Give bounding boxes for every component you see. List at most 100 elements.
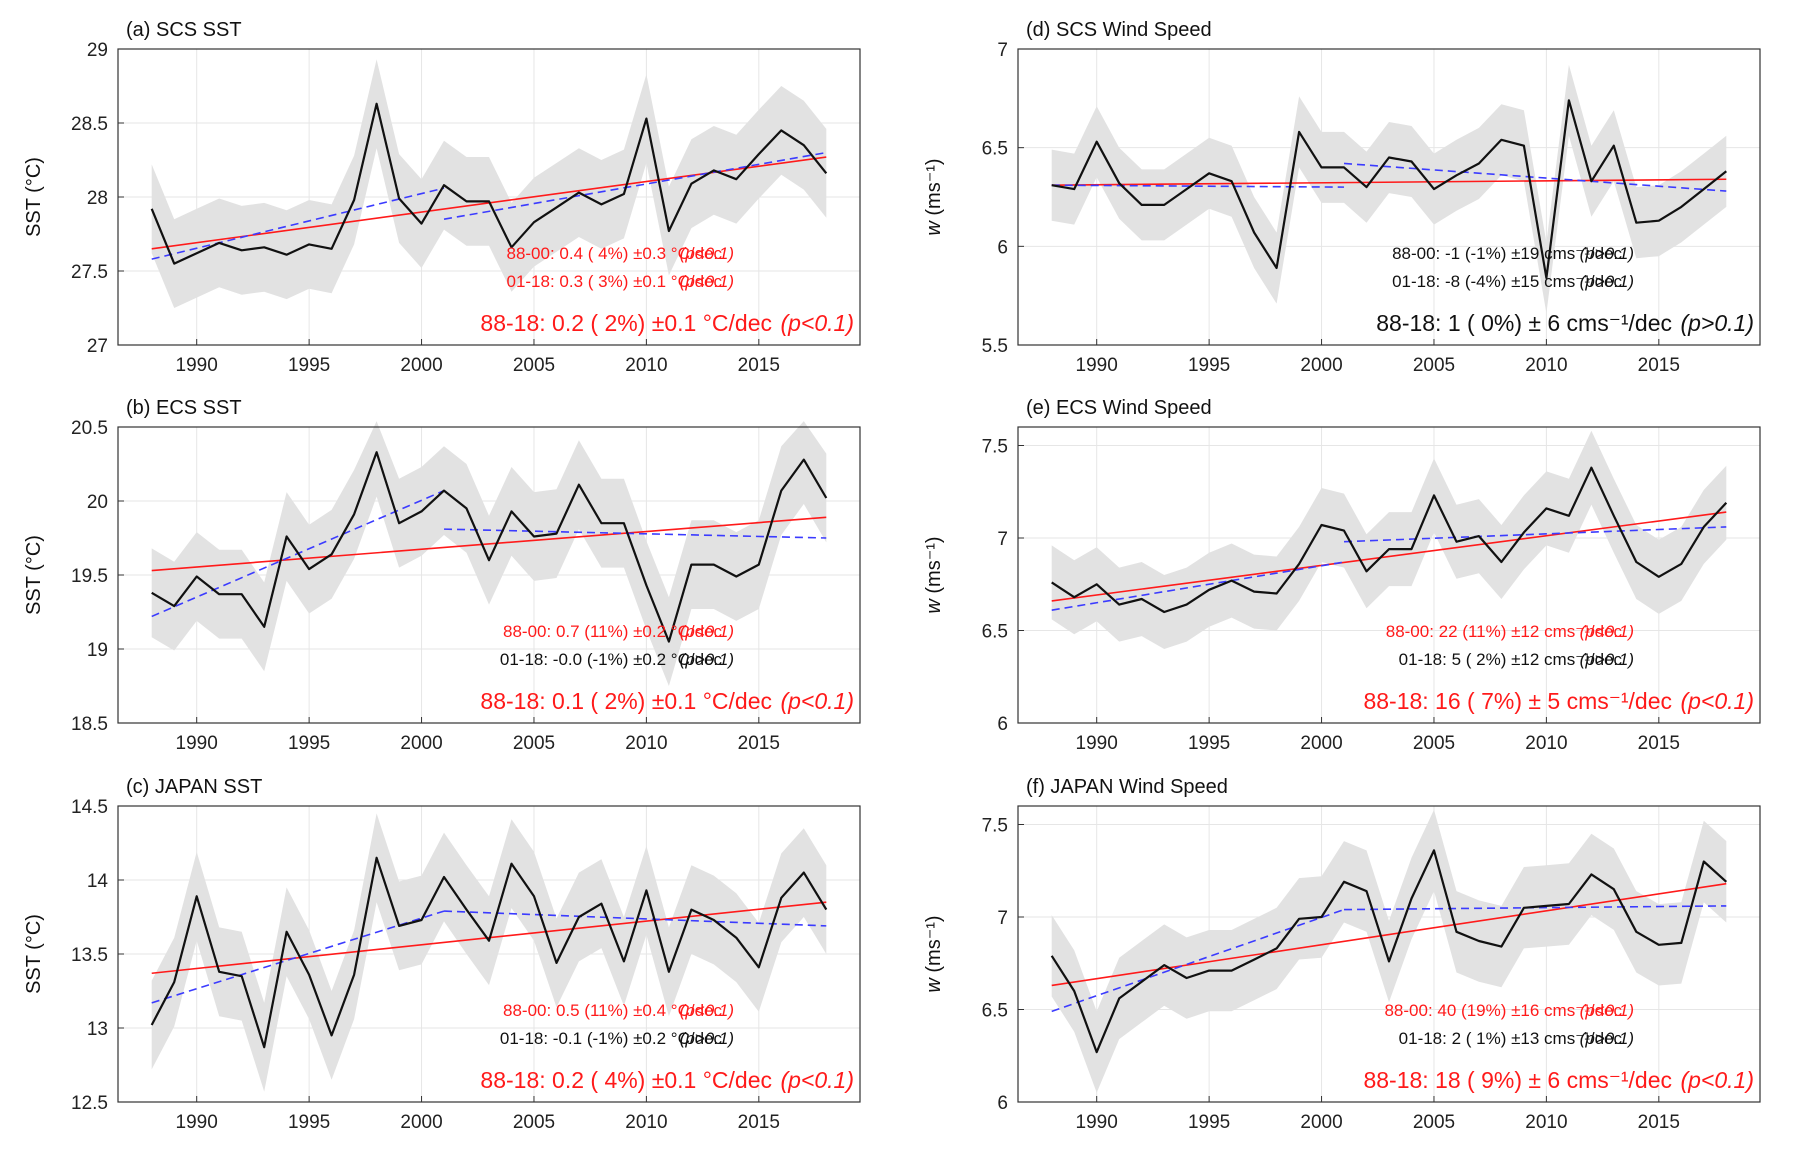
trend-annotation-pvalue: (p<0.1) bbox=[680, 272, 734, 291]
y-tick-label: 28 bbox=[87, 188, 108, 209]
y-axis-label-symbol: SST (°C) bbox=[23, 914, 45, 994]
y-axis-label: SST (°C) bbox=[23, 535, 45, 615]
trend-annotation-pvalue: (p<0.1) bbox=[780, 310, 854, 336]
x-tick-label: 2010 bbox=[625, 1112, 667, 1133]
x-tick-label: 1995 bbox=[288, 1112, 330, 1133]
x-tick-label: 2000 bbox=[400, 1112, 442, 1133]
trend-annotation-value: 01-18: -0.1 (-1%) ±0.2 °C/dec bbox=[500, 1029, 723, 1048]
y-tick-label: 7 bbox=[997, 40, 1008, 61]
panel-title: (a) SCS SST bbox=[126, 19, 242, 41]
y-tick-label: 14.5 bbox=[71, 797, 108, 818]
y-tick-label: 5.5 bbox=[982, 336, 1008, 357]
y-tick-label: 13 bbox=[87, 1019, 108, 1040]
trend-annotation-pvalue: (p<0.1) bbox=[1580, 622, 1634, 641]
y-axis-label-unit: (ms⁻¹) bbox=[923, 915, 945, 978]
y-tick-label: 6 bbox=[997, 714, 1008, 735]
y-axis-label-symbol: SST (°C) bbox=[23, 157, 45, 237]
uncertainty-band bbox=[1051, 64, 1727, 314]
trend-line-1988-2018 bbox=[1051, 511, 1727, 602]
y-tick-label: 6 bbox=[997, 237, 1008, 258]
uncertainty-band bbox=[1051, 809, 1727, 1093]
chart-panel-1: 1990 1995 2000 2005 2010 2015 18.5 19 19.5 20 20.5… bbox=[23, 397, 861, 754]
trend-line-2001-2018 bbox=[444, 528, 827, 539]
trend-annotation-pvalue: (p<0.1) bbox=[1580, 1001, 1634, 1020]
trend-annotation-value: 01-18: 5 ( 2%) ±12 cms⁻¹/dec bbox=[1399, 650, 1623, 669]
trend-annotation-value: 88-18: 0.2 ( 2%) ±0.1 °C/dec bbox=[480, 310, 772, 336]
x-tick-label: 2010 bbox=[1525, 733, 1567, 754]
x-tick-label: 1990 bbox=[176, 733, 218, 754]
chart-panel-2: 1990 1995 2000 2005 2010 2015 12.5 13 13.5 14 14.5… bbox=[23, 776, 861, 1133]
x-tick-label: 1995 bbox=[1188, 1112, 1230, 1133]
panel-title: (d) SCS Wind Speed bbox=[1026, 19, 1212, 41]
x-tick-label: 2000 bbox=[1300, 355, 1342, 376]
annual-series-line bbox=[151, 451, 828, 643]
x-tick-label: 2000 bbox=[1300, 733, 1342, 754]
x-tick-label: 1990 bbox=[176, 1112, 218, 1133]
trend-annotation-value: 88-00: 0.5 (11%) ±0.4 °C/dec bbox=[503, 1001, 722, 1020]
x-tick-label: 1990 bbox=[176, 355, 218, 376]
x-tick-label: 2000 bbox=[400, 355, 442, 376]
x-tick-label: 2000 bbox=[1300, 1112, 1342, 1133]
uncertainty-band bbox=[151, 421, 827, 686]
y-tick-label: 7.5 bbox=[982, 437, 1008, 458]
annual-series-line bbox=[150, 102, 828, 265]
trend-annotation-value: 88-00: 0.7 (11%) ±0.2 °C/dec bbox=[503, 622, 722, 641]
x-tick-label: 1995 bbox=[288, 355, 330, 376]
panel-title: (b) ECS SST bbox=[126, 397, 242, 419]
panel-title: (c) JAPAN SST bbox=[126, 776, 262, 798]
y-axis-label: SST (°C) bbox=[23, 914, 45, 994]
x-tick-label: 2005 bbox=[513, 355, 555, 376]
axes-frame bbox=[1017, 48, 1761, 346]
x-tick-label: 2015 bbox=[1638, 355, 1680, 376]
y-tick-label: 7 bbox=[997, 529, 1008, 550]
y-axis-label-symbol: w bbox=[923, 598, 945, 614]
x-tick-label: 2005 bbox=[1413, 355, 1455, 376]
trend-annotation-pvalue: (p>0.1) bbox=[1580, 272, 1634, 291]
x-tick-label: 2015 bbox=[1638, 733, 1680, 754]
trend-annotation-value: 01-18: 2 ( 1%) ±13 cms⁻¹/dec bbox=[1399, 1029, 1623, 1048]
x-tick-label: 2010 bbox=[625, 733, 667, 754]
x-tick-label: 1995 bbox=[288, 733, 330, 754]
annual-series-line bbox=[1051, 99, 1727, 279]
trend-annotation-pvalue: (p<0.1) bbox=[780, 1067, 854, 1093]
x-tick-label: 2010 bbox=[625, 355, 667, 376]
trend-annotation-value: 88-00: 22 (11%) ±12 cms⁻¹/dec bbox=[1386, 622, 1623, 641]
trend-annotation-value: 88-00: 40 (19%) ±16 cms⁻¹/dec bbox=[1384, 1001, 1622, 1020]
chart-panel-4: 1990 1995 2000 2005 2010 2015 6 6.5 7 7.5 (e) ECS … bbox=[923, 397, 1761, 754]
trend-annotation-value: 88-00: 0.4 ( 4%) ±0.3 °C/dec bbox=[506, 244, 722, 263]
trend-annotation-pvalue: (p<0.1) bbox=[1680, 688, 1754, 714]
trend-annotation-pvalue: (p>0.1) bbox=[1580, 1029, 1634, 1048]
chart-panel-3: 1990 1995 2000 2005 2010 2015 5.5 6 6.5 7 (d) SCS … bbox=[923, 19, 1761, 376]
trend-line-1988-2000 bbox=[1051, 184, 1345, 188]
y-tick-label: 27.5 bbox=[71, 262, 108, 283]
y-tick-label: 29 bbox=[87, 40, 108, 61]
y-axis-label: w (ms⁻¹) bbox=[923, 158, 945, 235]
x-tick-label: 1995 bbox=[1188, 355, 1230, 376]
trend-annotation-value: 01-18: -0.0 (-1%) ±0.2 °C/dec bbox=[500, 650, 723, 669]
y-tick-label: 19 bbox=[87, 640, 108, 661]
trend-line-1988-2018 bbox=[1051, 882, 1727, 987]
trend-annotation-pvalue: (p<0.1) bbox=[780, 688, 854, 714]
trend-line-1988-2000 bbox=[151, 187, 445, 260]
x-tick-label: 1995 bbox=[1188, 733, 1230, 754]
y-tick-label: 7.5 bbox=[982, 816, 1008, 837]
x-tick-label: 2005 bbox=[513, 1112, 555, 1133]
y-axis-label-symbol: SST (°C) bbox=[23, 535, 45, 615]
x-tick-label: 2010 bbox=[1525, 355, 1567, 376]
y-tick-label: 12.5 bbox=[71, 1093, 108, 1114]
axes-frame bbox=[1017, 805, 1761, 1103]
y-tick-label: 13.5 bbox=[71, 945, 108, 966]
uncertainty-band bbox=[151, 813, 827, 1092]
x-tick-label: 1990 bbox=[1076, 1112, 1118, 1133]
chart-panel-5: 1990 1995 2000 2005 2010 2015 6 6.5 7 7.5 (f) JAPA… bbox=[923, 776, 1761, 1133]
y-tick-label: 6.5 bbox=[982, 622, 1008, 643]
x-tick-label: 2010 bbox=[1525, 1112, 1567, 1133]
x-tick-label: 1990 bbox=[1076, 355, 1118, 376]
trend-annotation-value: 88-18: 0.1 ( 2%) ±0.1 °C/dec bbox=[480, 688, 772, 714]
axes-frame bbox=[1017, 426, 1761, 724]
y-axis-label: w (ms⁻¹) bbox=[923, 915, 945, 992]
y-tick-label: 6.5 bbox=[982, 139, 1008, 160]
x-tick-label: 2005 bbox=[1413, 733, 1455, 754]
trend-annotation-value: 01-18: -8 (-4%) ±15 cms⁻¹/dec bbox=[1392, 272, 1622, 291]
